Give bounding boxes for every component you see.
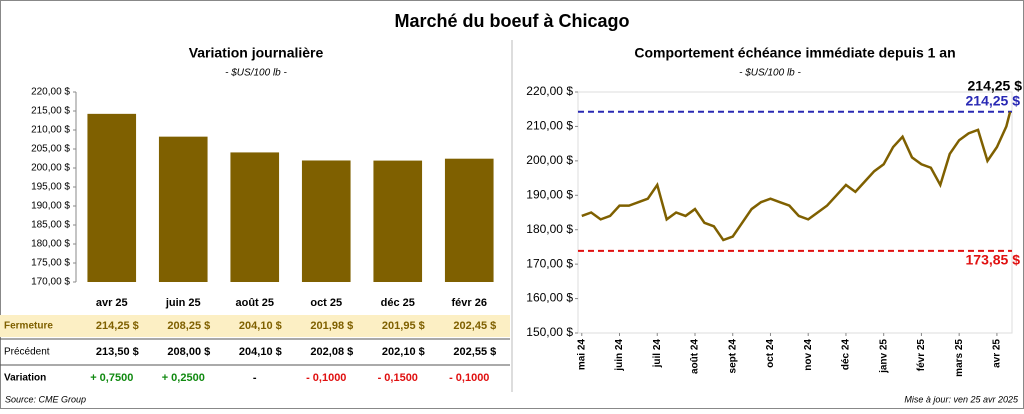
price-line [581, 111, 1012, 242]
x-tick-label: juil 24 [652, 339, 663, 369]
x-tick-label: févr 26 [452, 297, 487, 309]
table-cell: 201,98 $ [310, 320, 353, 332]
y-tick-label: 175,00 $ [31, 258, 70, 269]
x-tick-label: févr 25 [916, 339, 927, 372]
y-tick-label: 180,00 $ [526, 222, 573, 236]
y-tick-label: 195,00 $ [31, 182, 70, 193]
x-tick-label: sept 24 [727, 339, 738, 374]
table-cell: 202,55 $ [453, 346, 496, 358]
y-tick-label: 185,00 $ [31, 220, 70, 231]
bar [373, 160, 423, 282]
x-tick-label: janv 25 [878, 339, 889, 374]
table-cell: 214,25 $ [96, 320, 139, 332]
bar [230, 152, 280, 282]
bar [87, 113, 137, 282]
y-tick-label: 190,00 $ [526, 187, 573, 201]
table-cell: 204,10 $ [239, 320, 282, 332]
subtitle: - $US/100 lb - [739, 68, 801, 79]
table-cell: 201,95 $ [382, 320, 425, 332]
x-tick-label: août 25 [235, 297, 274, 309]
reference-label: 214,25 $ [966, 92, 1021, 108]
table-cell: 202,45 $ [453, 320, 496, 332]
x-tick-label: mai 24 [576, 339, 587, 371]
table-cell: + 0,7500 [90, 372, 133, 384]
row-highlight [0, 315, 510, 337]
source: Source: CME Group [5, 394, 86, 404]
table-cell: 204,10 $ [239, 346, 282, 358]
table-cell: + 0,2500 [162, 372, 205, 384]
row-label: Fermeture [4, 321, 53, 332]
chart-title: Variation journalière [189, 45, 324, 61]
x-tick-label: août 24 [690, 339, 701, 374]
table-cell: 208,00 $ [167, 346, 210, 358]
y-tick-label: 180,00 $ [31, 239, 70, 250]
x-tick-label: déc 25 [381, 297, 415, 309]
table-cell: - 0,1500 [378, 372, 418, 384]
table-cell: - 0,1000 [306, 372, 346, 384]
y-tick-label: 200,00 $ [526, 153, 573, 167]
reference-label: 173,85 $ [966, 252, 1021, 268]
bar [158, 136, 208, 282]
y-tick-label: 210,00 $ [31, 125, 70, 136]
table-cell: 202,10 $ [382, 346, 425, 358]
x-tick-label: juin 24 [614, 339, 625, 372]
x-tick-label: oct 25 [310, 297, 342, 309]
row-label: Précédent [4, 347, 50, 358]
x-tick-label: déc 24 [841, 339, 852, 371]
y-tick-label: 170,00 $ [31, 277, 70, 288]
x-tick-label: oct 24 [765, 339, 776, 368]
row-label: Variation [4, 373, 46, 384]
y-tick-label: 205,00 $ [31, 144, 70, 155]
x-tick-label: mars 25 [954, 339, 965, 377]
x-tick-label: nov 24 [803, 339, 814, 371]
bar [301, 160, 351, 282]
y-tick-label: 215,00 $ [31, 106, 70, 117]
subtitle: - $US/100 lb - [225, 68, 287, 79]
x-tick-label: avr 25 [992, 339, 1003, 368]
table-cell: 213,50 $ [96, 346, 139, 358]
bar [444, 158, 494, 282]
y-tick-label: 200,00 $ [31, 163, 70, 174]
y-tick-label: 220,00 $ [31, 87, 70, 98]
y-tick-label: 170,00 $ [526, 256, 573, 270]
y-tick-label: 210,00 $ [526, 119, 573, 133]
page-title: Marché du boeuf à Chicago [394, 11, 629, 31]
x-tick-label: juin 25 [165, 297, 201, 309]
updated: Mise à jour: ven 25 avr 2025 [904, 394, 1019, 404]
table-cell: 208,25 $ [167, 320, 210, 332]
y-tick-label: 160,00 $ [526, 291, 573, 305]
plot-frame [577, 91, 1013, 334]
x-tick-label: avr 25 [96, 297, 128, 309]
table-cell: - 0,1000 [449, 372, 489, 384]
table-cell: - [253, 372, 257, 384]
y-tick-label: 220,00 $ [526, 84, 573, 98]
chart-title: Comportement échéance immédiate depuis 1… [634, 45, 955, 61]
last-value-label: 214,25 $ [968, 77, 1023, 93]
y-tick-label: 150,00 $ [526, 325, 573, 339]
table-cell: 202,08 $ [310, 346, 353, 358]
y-tick-label: 190,00 $ [31, 201, 70, 212]
